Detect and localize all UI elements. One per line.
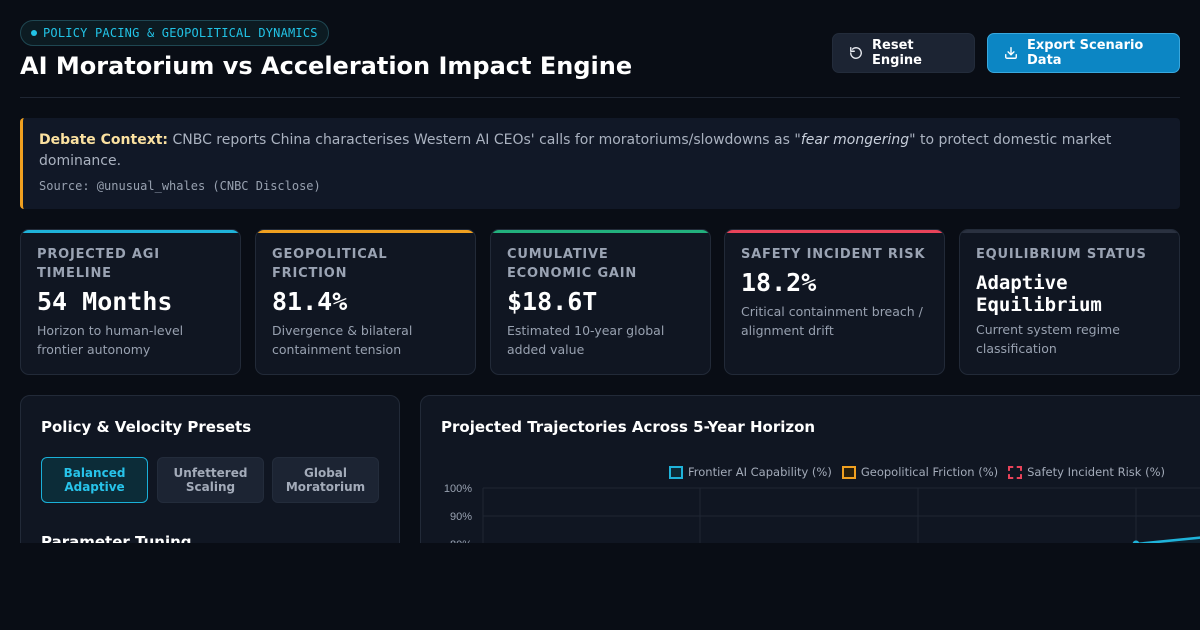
stat-value: 18.2% [741,268,817,297]
stat-card-safety-risk: SAFETY INCIDENT RISK 18.2% Critical cont… [724,229,945,375]
reset-label: Reset Engine [872,38,922,68]
context-body-2: " to protect domestic market dominance. [39,132,1112,169]
stat-value: 54 Months [37,287,173,316]
legend-item-capability[interactable]: Frontier AI Capability (%) [669,465,832,479]
legend-swatch-friction [841,465,856,479]
status-dot-icon [31,30,37,36]
stat-desc: Current system regime classification [976,322,1120,356]
presets-title: Policy & Velocity Presets [41,418,252,436]
viewport-cutoff [0,543,1200,630]
stat-desc: Horizon to human-level frontier autonomy [37,323,184,357]
chart-legend: Frontier AI Capability (%) Geopolitical … [669,465,1165,479]
legend-label: Geopolitical Friction (%) [860,465,999,479]
export-label: Export Scenario Data [1027,38,1144,68]
preset-global-moratorium[interactable]: Global Moratorium [272,457,379,503]
download-icon [1005,47,1017,59]
legend-label: Safety Incident Risk (%) [1027,465,1165,479]
preset-balanced-adaptive[interactable]: Balanced Adaptive [41,457,148,503]
stat-label: CUMULATIVE ECONOMIC GAIN [507,247,638,281]
stat-value: 81.4% [272,287,348,316]
reset-icon [850,47,862,59]
stat-label: GEOPOLITICAL FRICTION [272,247,388,281]
legend-item-safety[interactable]: Safety Incident Risk (%) [1008,465,1165,479]
y-tick-label: 90% [450,511,472,523]
card-accent-bar [256,230,475,233]
page-title: AI Moratorium vs Acceleration Impact Eng… [20,52,633,80]
legend-item-friction[interactable]: Geopolitical Friction (%) [841,465,999,479]
legend-swatch-safety [1008,465,1023,479]
debate-context-box: Debate Context: CNBC reports China chara… [20,118,1180,209]
stat-value: Adaptive Equilibrium [976,272,1102,316]
card-accent-bar [491,230,710,233]
context-text: Debate Context: CNBC reports China chara… [39,130,1164,172]
stat-label: PROJECTED AGI TIMELINE [37,247,160,281]
preset-unfettered-scaling[interactable]: Unfettered Scaling [157,457,264,503]
export-scenario-button[interactable]: Export Scenario Data [987,33,1180,73]
header-divider [20,97,1180,98]
stat-desc: Divergence & bilateral containment tensi… [272,323,413,357]
stat-card-agi-timeline: PROJECTED AGI TIMELINE 54 Months Horizon… [20,229,241,375]
capability-line [1135,536,1200,546]
stat-desc: Critical containment breach / alignment … [741,304,923,338]
stat-desc: Estimated 10-year global added value [507,323,665,357]
reset-engine-button[interactable]: Reset Engine [832,33,975,73]
badge-label: POLICY PACING & GEOPOLITICAL DYNAMICS [43,26,318,40]
stat-card-geopolitical-friction: GEOPOLITICAL FRICTION 81.4% Divergence &… [255,229,476,375]
chart-title: Projected Trajectories Across 5-Year Hor… [441,418,816,436]
context-source: Source: @unusual_whales (CNBC Disclose) [39,179,321,193]
stat-label: SAFETY INCIDENT RISK [741,247,926,262]
card-accent-bar [725,230,944,233]
context-lead: Debate Context: [39,132,169,148]
context-body-1: CNBC reports China characterises Western… [168,132,801,148]
stat-value: $18.6T [507,287,598,316]
card-accent-bar [960,230,1179,233]
section-badge: POLICY PACING & GEOPOLITICAL DYNAMICS [20,20,329,46]
stat-label: EQUILIBRIUM STATUS [976,247,1147,262]
legend-swatch-capability [669,465,683,479]
card-accent-bar [21,230,240,233]
y-tick-label: 100% [444,483,472,495]
stat-card-equilibrium-status: EQUILIBRIUM STATUS Adaptive Equilibrium … [959,229,1180,375]
legend-label: Frontier AI Capability (%) [688,465,832,479]
context-quote: fear mongering [800,132,910,148]
stat-card-economic-gain: CUMULATIVE ECONOMIC GAIN $18.6T Estimate… [490,229,711,375]
